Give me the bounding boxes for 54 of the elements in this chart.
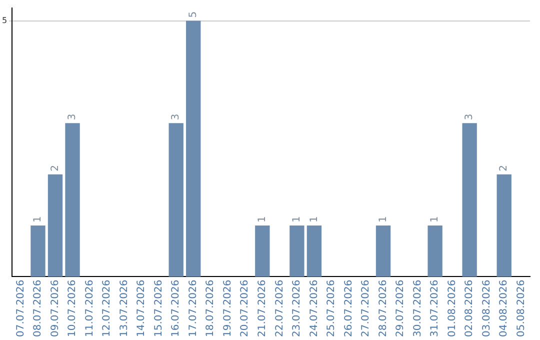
x-tick-label: 11.07.2026 bbox=[84, 280, 96, 338]
x-tick-label: 25.07.2026 bbox=[326, 280, 338, 338]
x-tick-label: 22.07.2026 bbox=[274, 280, 286, 338]
x-tick-label: 26.07.2026 bbox=[343, 280, 354, 338]
x-tick-label: 17.07.2026 bbox=[188, 280, 199, 338]
x-tick-label: 24.07.2026 bbox=[308, 280, 320, 338]
bar bbox=[496, 174, 512, 277]
bar bbox=[255, 226, 270, 277]
bar bbox=[290, 226, 304, 277]
x-tick-label: 12.07.2026 bbox=[102, 280, 113, 338]
bar bbox=[168, 123, 184, 277]
x-tick-label: 07.07.2026 bbox=[15, 280, 26, 338]
x-tick-label: 21.07.2026 bbox=[257, 280, 268, 338]
data-label: 1 bbox=[378, 216, 389, 223]
x-tick-label: 04.08.2026 bbox=[498, 280, 510, 338]
data-label: 3 bbox=[67, 114, 78, 120]
x-tick-label: 16.07.2026 bbox=[170, 280, 182, 338]
data-label: 2 bbox=[50, 164, 61, 172]
x-tick-label: 29.07.2026 bbox=[395, 280, 406, 338]
x-tick-label: 27.07.2026 bbox=[360, 280, 372, 338]
x-tick-label: 09.07.2026 bbox=[50, 280, 61, 338]
x-tick-label: 10.07.2026 bbox=[67, 280, 78, 338]
x-tick-label: 05.08.2026 bbox=[516, 280, 527, 338]
data-label: 1 bbox=[292, 216, 303, 223]
x-tick-label: 19.07.2026 bbox=[222, 280, 234, 338]
bar bbox=[30, 226, 46, 277]
x-tick-label: 30.07.2026 bbox=[412, 280, 424, 338]
bar bbox=[462, 123, 477, 277]
data-label: 3 bbox=[170, 114, 182, 120]
x-tick-label: 14.07.2026 bbox=[136, 280, 148, 338]
x-tick-label: 08.07.2026 bbox=[32, 280, 44, 338]
x-tick-label: 03.08.2026 bbox=[481, 280, 492, 338]
x-tick-label: 20.07.2026 bbox=[240, 280, 251, 338]
x-tick-label: 02.08.2026 bbox=[464, 280, 476, 338]
bar bbox=[65, 123, 80, 277]
bar bbox=[48, 174, 63, 277]
x-tick-label: 15.07.2026 bbox=[153, 280, 164, 338]
bar bbox=[428, 226, 442, 277]
bar bbox=[306, 226, 322, 277]
x-tick-label: 13.07.2026 bbox=[118, 280, 130, 338]
data-label: 1 bbox=[257, 216, 268, 223]
bar bbox=[186, 20, 201, 277]
bar bbox=[376, 226, 391, 277]
x-tick-label: 28.07.2026 bbox=[378, 280, 389, 338]
x-tick-label: 18.07.2026 bbox=[205, 280, 216, 338]
data-label: 1 bbox=[430, 216, 441, 223]
x-tick-label: 31.07.2026 bbox=[430, 280, 441, 338]
data-label: 3 bbox=[464, 114, 476, 120]
data-label: 1 bbox=[308, 216, 320, 223]
data-label: 1 bbox=[32, 216, 44, 223]
x-tick-label: 01.08.2026 bbox=[446, 280, 458, 338]
data-label: 5 bbox=[188, 11, 199, 18]
x-tick-label: 23.07.2026 bbox=[292, 280, 303, 338]
data-label: 2 bbox=[498, 164, 510, 172]
